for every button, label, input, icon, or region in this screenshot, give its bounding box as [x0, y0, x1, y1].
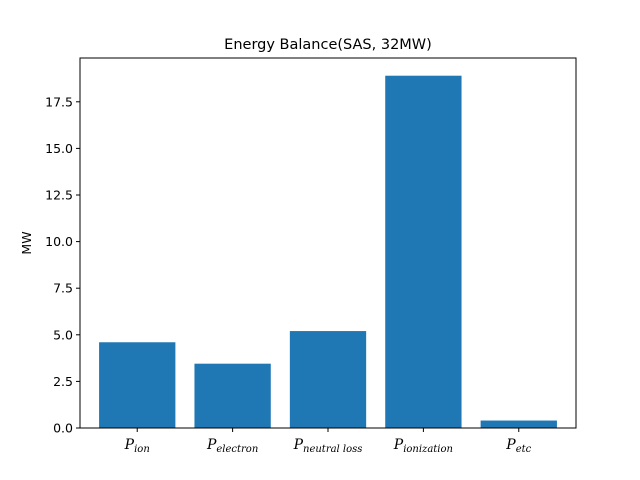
bar-ionization: [385, 75, 462, 429]
bar-ion: [99, 342, 176, 428]
bars-group: [99, 75, 557, 429]
x-tick-label-main: P: [393, 437, 404, 453]
x-tick-label-main: P: [293, 437, 304, 453]
chart-title: Energy Balance(SAS, 32MW): [224, 37, 432, 53]
x-tick-label-sub: neutral loss: [303, 444, 362, 455]
bar-neutral-loss: [289, 331, 367, 428]
x-tick-label-main: P: [206, 437, 217, 453]
x-tick-label: Pion: [124, 437, 150, 455]
bar-etc: [480, 420, 557, 428]
y-axis-label: MW: [19, 231, 34, 254]
x-tick-label-sub: electron: [216, 444, 258, 455]
bar-electron: [194, 363, 271, 428]
y-tick-label: 5.0: [53, 327, 73, 342]
x-tick-label: Pelectron: [206, 437, 258, 455]
y-tick-label: 12.5: [45, 188, 73, 203]
y-axis: 0.0 2.5 5.0 7.5 10.0 12.5 15.0 17.5: [45, 94, 80, 436]
x-tick-label: Pionization: [393, 437, 453, 455]
x-tick-label-main: P: [505, 437, 516, 453]
y-tick-label: 10.0: [45, 234, 73, 249]
y-tick-label: 17.5: [45, 94, 73, 109]
x-tick-label-sub: ionization: [403, 444, 453, 455]
x-tick-label-sub: ion: [134, 444, 150, 455]
x-axis: Pion Pelectron Pneutral loss Pionization Pet…: [124, 428, 532, 455]
x-tick-label-sub: etc: [516, 444, 532, 455]
x-tick-label-main: P: [124, 437, 135, 453]
x-tick-label: Pneutral loss: [293, 437, 363, 455]
x-tick-label: Petc: [505, 437, 531, 455]
y-tick-label: 7.5: [53, 281, 73, 296]
y-tick-label: 2.5: [53, 374, 73, 389]
y-tick-label: 0.0: [53, 421, 73, 436]
y-tick-label: 15.0: [45, 141, 73, 156]
plot-frame: [79, 57, 577, 429]
